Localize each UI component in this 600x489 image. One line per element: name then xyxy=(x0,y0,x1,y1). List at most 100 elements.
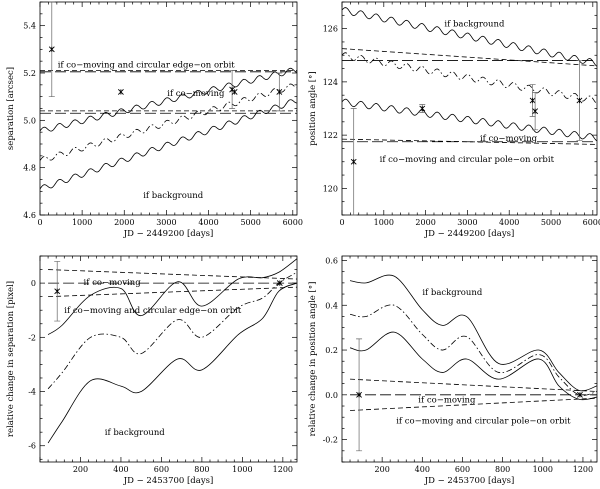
annotation-label: if co−moving and circular edge−on orbit xyxy=(58,61,236,71)
annotation-label: if background xyxy=(422,288,483,298)
x-axis-label: JD − 2453700 [days] xyxy=(424,476,515,486)
series-line xyxy=(342,48,597,67)
x-tick-label: 2000 xyxy=(415,218,435,227)
series-line xyxy=(342,52,597,104)
series-line xyxy=(40,83,297,161)
x-tick-label: 0 xyxy=(339,218,344,227)
annotation-label: if co−moving xyxy=(480,134,538,144)
x-tick-label: 600 xyxy=(455,465,470,474)
y-tick-label: 4.6 xyxy=(23,211,36,220)
data-point-marker xyxy=(231,89,238,95)
y-axis-label: position angle [°] xyxy=(308,71,318,145)
annotation-label: if co−moving xyxy=(418,395,476,405)
data-point-marker xyxy=(532,108,539,115)
y-tick-label: 5.2 xyxy=(23,69,36,78)
series-line xyxy=(349,274,597,392)
data-point-marker xyxy=(54,288,61,295)
annotation-label: if co−moving and circular pole−on orbit xyxy=(396,417,571,427)
series-group xyxy=(47,258,297,444)
x-tick-label: 5000 xyxy=(541,218,561,227)
x-tick-label: 4000 xyxy=(198,218,218,227)
x-tick-label: 4000 xyxy=(499,218,519,227)
y-tick-label: 5.4 xyxy=(23,22,36,31)
x-tick-label: 400 xyxy=(113,465,128,474)
panel-bottom-left: 200 400 600 800 1000 1200 -6 -4 -2 0 JD − 2453700 … xyxy=(6,255,298,486)
y-axis-label: relative change in separation [pixel] xyxy=(6,281,16,437)
x-tick-label: 3000 xyxy=(457,218,477,227)
series-line xyxy=(47,282,297,444)
series-group xyxy=(342,7,597,145)
y-tick-label: -4 xyxy=(28,388,36,397)
data-point-marker xyxy=(356,391,362,398)
x-tick-label: 400 xyxy=(415,465,430,474)
data-point-marker xyxy=(350,158,357,165)
x-tick-label: 3000 xyxy=(156,218,176,227)
y-tick-label: 0 xyxy=(31,279,36,288)
panel-top-right: 0 1000 2000 3000 4000 5000 6000 120 122 124 126 JD … xyxy=(308,1,600,239)
y-tick-label: 5.0 xyxy=(23,116,36,125)
x-tick-label: 1200 xyxy=(273,465,293,474)
x-tick-label: 5000 xyxy=(240,218,260,227)
data-point-marker xyxy=(576,97,583,104)
data-point-marker xyxy=(577,391,583,398)
plot-frame xyxy=(39,1,298,216)
x-tick-label: 1000 xyxy=(374,218,394,227)
data-point-marker xyxy=(419,105,426,112)
series-line xyxy=(350,378,597,392)
annotation-label: if background xyxy=(143,191,204,201)
plot-frame xyxy=(39,255,298,463)
y-tick-label: 122 xyxy=(323,131,338,140)
series-line xyxy=(342,138,597,145)
plot-frame xyxy=(341,255,598,463)
y-axis-label: separation [arcsec] xyxy=(6,67,16,150)
annotation-label: if co−moving and circular pole−on orbit xyxy=(380,155,555,165)
series-line xyxy=(47,258,297,335)
annotation-label: if co−moving and circular edge−on orbit xyxy=(64,306,242,316)
y-tick-label: -2 xyxy=(28,333,36,342)
x-tick-label: 200 xyxy=(73,465,88,474)
series-line xyxy=(342,7,597,67)
annotation-label: if co−moving xyxy=(167,89,225,99)
annotation-label: if background xyxy=(105,428,166,438)
x-tick-label: 800 xyxy=(495,465,510,474)
x-tick-label: 6000 xyxy=(283,218,303,227)
y-tick-label: 4.8 xyxy=(23,164,36,173)
series-line xyxy=(40,99,297,190)
series-group xyxy=(40,67,297,190)
y-tick-label: -6 xyxy=(28,442,36,451)
x-tick-label: 6000 xyxy=(583,218,600,227)
panel-top-left: 0 1000 2000 3000 4000 5000 6000 4.6 4.8 5.0 5.2 5.4… xyxy=(6,1,303,239)
data-point-marker xyxy=(529,97,536,104)
series-line xyxy=(48,286,297,298)
y-tick-label: 124 xyxy=(323,78,338,87)
data-point-marker xyxy=(117,89,124,95)
series-line xyxy=(48,269,297,280)
panel-bottom-right: 200 400 600 800 1000 1200 -0.2 0.0 0.2 0.4 0.6 JD −… xyxy=(308,255,598,486)
y-axis-label: relative change in position angle [°] xyxy=(308,282,318,437)
y-tick-label: 0.2 xyxy=(325,346,338,355)
series-line xyxy=(342,98,597,142)
y-tick-label: 120 xyxy=(323,184,338,193)
annotation-label: if co−moving xyxy=(84,278,142,288)
x-tick-label: 800 xyxy=(194,465,209,474)
x-tick-label: 0 xyxy=(37,218,42,227)
data-point-marker xyxy=(48,46,55,53)
x-tick-label: 1200 xyxy=(573,465,593,474)
x-axis-label: JD − 2449200 [days] xyxy=(424,229,515,239)
x-tick-label: 1000 xyxy=(533,465,553,474)
y-tick-label: 0.6 xyxy=(325,256,338,265)
series-line xyxy=(40,67,297,132)
data-point-marker xyxy=(276,89,283,95)
series-line xyxy=(349,304,597,396)
x-axis-label: JD − 2449200 [days] xyxy=(123,229,214,239)
series-line xyxy=(350,397,597,411)
y-tick-label: 126 xyxy=(323,25,338,34)
series-group xyxy=(349,274,597,411)
y-tick-label: 0.0 xyxy=(325,391,338,400)
x-tick-label: 2000 xyxy=(114,218,134,227)
x-tick-label: 1000 xyxy=(72,218,92,227)
series-line xyxy=(349,331,597,401)
x-axis-label: JD − 2453700 [days] xyxy=(123,476,214,486)
x-tick-label: 200 xyxy=(375,465,390,474)
